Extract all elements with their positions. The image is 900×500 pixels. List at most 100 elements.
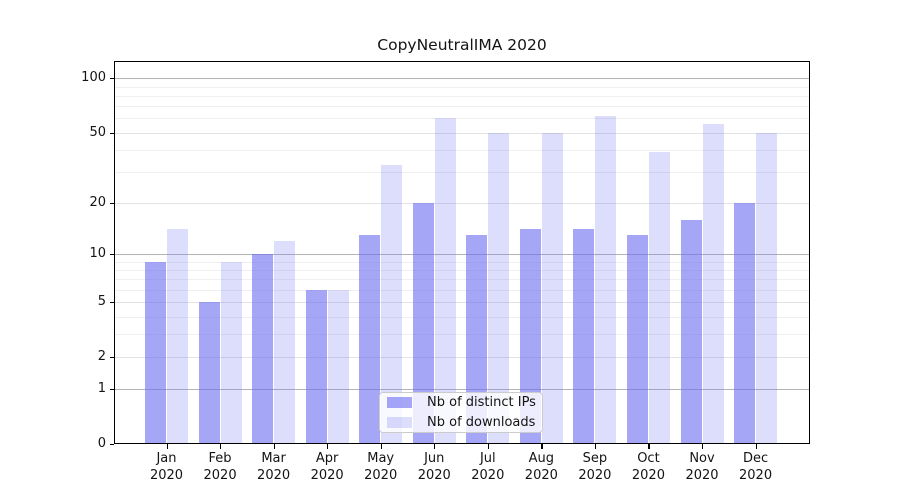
x-tick-mark [166, 444, 168, 449]
bar-oct-downloads [648, 151, 670, 443]
x-tick-month: Nov [689, 451, 715, 466]
chart-title: CopyNeutralIMA 2020 [377, 36, 547, 54]
gridline-y-5 [115, 302, 809, 303]
legend: Nb of distinct IPs Nb of downloads [379, 392, 543, 433]
x-tick-year: 2020 [417, 468, 451, 483]
x-tick-mark [327, 444, 329, 449]
bar-jun-downloads [434, 118, 456, 443]
bar-jan-downloads [167, 229, 188, 443]
x-tick-mark [380, 444, 382, 449]
gridline-y-8 [115, 270, 809, 271]
gridline-y-60 [115, 118, 809, 119]
x-tick-month: Aug [528, 451, 555, 466]
x-tick-year: 2020 [364, 468, 398, 483]
x-tick-month: Apr [315, 451, 339, 466]
x-tick-mark [487, 444, 489, 449]
gridline-y-100 [115, 78, 809, 79]
x-tick-mark [541, 444, 543, 449]
bar-nov-distinct-ips [680, 219, 702, 443]
bar-mar-distinct-ips [252, 254, 274, 443]
x-tick-year: 2020 [631, 468, 665, 483]
y-tick-mark [109, 133, 114, 135]
bar-sep-downloads [595, 115, 617, 443]
y-tick-mark [109, 254, 114, 256]
gridline-y-7 [115, 279, 809, 280]
x-tick-year: 2020 [471, 468, 505, 483]
bar-jul-downloads [488, 132, 510, 443]
y-tick-mark [109, 389, 114, 391]
bar-dec-distinct-ips [734, 202, 756, 443]
y-tick-label-1: 1 [97, 381, 106, 397]
x-tick-mark [434, 444, 436, 449]
bar-apr-distinct-ips [305, 289, 327, 443]
x-tick-month: Jul [479, 451, 496, 466]
gridline-y-20 [115, 203, 809, 204]
bar-nov-downloads [702, 123, 724, 443]
x-tick-label-jan: Jan 2020 [135, 450, 199, 484]
bar-feb-distinct-ips [198, 302, 220, 443]
legend-item-downloads: Nb of downloads [387, 415, 542, 430]
x-tick-mark [220, 444, 222, 449]
y-tick-mark [109, 302, 114, 304]
gridline-y-1 [115, 389, 809, 390]
x-tick-year: 2020 [310, 468, 344, 483]
x-tick-year: 2020 [257, 468, 291, 483]
y-tick-label-20: 20 [89, 194, 106, 210]
y-tick-label-2: 2 [97, 348, 106, 364]
y-tick-label-100: 100 [81, 70, 106, 86]
gridline-y-9 [115, 262, 809, 263]
x-tick-year: 2020 [685, 468, 719, 483]
x-tick-mark [648, 444, 650, 449]
x-tick-label-jun: Jun 2020 [402, 450, 466, 484]
y-tick-mark [109, 357, 114, 359]
bar-apr-downloads [327, 289, 349, 443]
x-tick-mark [755, 444, 757, 449]
x-tick-label-apr: Apr 2020 [295, 450, 359, 484]
x-tick-label-dec: Dec 2020 [724, 450, 788, 484]
x-tick-mark [702, 444, 704, 449]
bar-mar-downloads [274, 240, 296, 443]
bar-aug-distinct-ips [519, 229, 541, 443]
bar-jan-distinct-ips [145, 261, 166, 443]
x-tick-month: Mar [261, 451, 286, 466]
x-tick-label-feb: Feb 2020 [188, 450, 252, 484]
x-tick-year: 2020 [739, 468, 773, 483]
x-tick-month: Oct [637, 451, 660, 466]
x-tick-label-sep: Sep 2020 [563, 450, 627, 484]
x-tick-month: Jan [156, 451, 177, 466]
legend-item-distinct-ips: Nb of distinct IPs [387, 395, 542, 410]
x-tick-label-nov: Nov 2020 [670, 450, 734, 484]
x-tick-month: Jun [424, 451, 445, 466]
gridline-y-10 [115, 254, 809, 255]
bar-jun-distinct-ips [412, 202, 434, 443]
gridline-y-3 [115, 334, 809, 335]
bar-may-distinct-ips [359, 234, 381, 443]
gridline-y-80 [115, 96, 809, 97]
bar-aug-downloads [541, 132, 563, 443]
bar-sep-distinct-ips [573, 229, 595, 443]
plot-area [114, 61, 810, 444]
x-tick-label-jul: Jul 2020 [456, 450, 520, 484]
x-tick-mark [594, 444, 597, 449]
y-tick-label-5: 5 [97, 294, 106, 310]
legend-swatch-downloads [387, 417, 412, 428]
bar-may-downloads [381, 164, 403, 443]
y-tick-label-50: 50 [89, 124, 106, 140]
x-tick-label-may: May 2020 [349, 450, 413, 484]
legend-label-distinct-ips: Nb of distinct IPs [427, 395, 536, 410]
x-tick-month: Dec [742, 451, 769, 466]
x-tick-label-oct: Oct 2020 [616, 450, 680, 484]
x-tick-month: Sep [582, 451, 608, 466]
bar-oct-distinct-ips [626, 234, 648, 443]
x-tick-mark [273, 444, 275, 449]
bar-jul-distinct-ips [466, 234, 488, 443]
gridline-y-40 [115, 150, 809, 151]
x-tick-label-aug: Aug 2020 [509, 450, 573, 484]
gridline-y-90 [115, 87, 809, 88]
gridline-y-2 [115, 357, 809, 358]
x-tick-year: 2020 [203, 468, 237, 483]
gridline-y-50 [115, 133, 809, 134]
y-tick-mark [109, 78, 114, 80]
x-tick-month: Feb [208, 451, 232, 466]
